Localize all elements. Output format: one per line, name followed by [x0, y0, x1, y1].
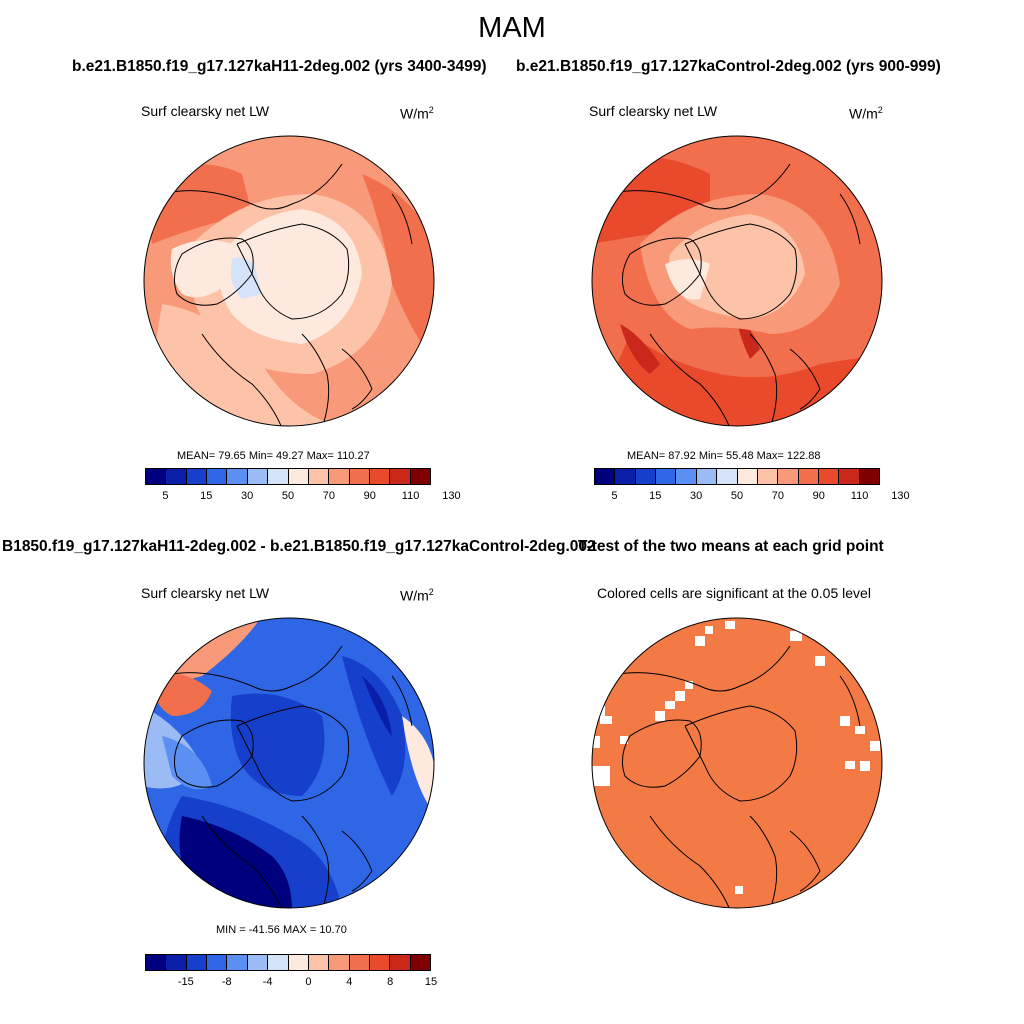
panel2-colorbar-swatch	[656, 469, 677, 484]
panel2-colorbar-tick-label: 70	[771, 490, 784, 502]
panel1-subtitle: Surf clearsky net LW	[141, 103, 270, 119]
difference-title: B1850.f19_g17.127kaH11-2deg.002 - b.e21.…	[2, 538, 596, 555]
panel2-map	[591, 135, 883, 427]
panel2-colorbar-swatch	[696, 469, 718, 484]
panel1-colorbar-tick-label: 90	[363, 490, 376, 502]
panel3-colorbar-tick-label: 4	[346, 976, 353, 988]
panel3-colorbar-swatch	[410, 955, 431, 970]
case1-title: b.e21.B1850.f19_g17.127kaH11-2deg.002 (y…	[72, 58, 487, 75]
panel3-colorbar-swatch	[166, 955, 187, 970]
panel1-map	[143, 135, 435, 427]
panel2-colorbar-swatch	[859, 469, 880, 484]
figure-title: MAM	[478, 12, 546, 44]
panel3-colorbar	[145, 954, 431, 971]
panel2-stats: MEAN= 87.92 Min= 55.48 Max= 122.88	[627, 450, 821, 462]
panel1-colorbar-swatch	[410, 469, 431, 484]
panel1-colorbar-tick-label: 130	[442, 490, 461, 502]
panel1-colorbar-swatch	[308, 469, 330, 484]
panel3-stats: MIN = -41.56 MAX = 10.70	[216, 924, 347, 936]
ttest-title: T-test of the two means at each grid poi…	[578, 538, 884, 555]
panel1-stats: MEAN= 79.65 Min= 49.27 Max= 110.27	[177, 450, 370, 462]
panel1-colorbar-tick-label: 15	[200, 490, 213, 502]
panel2-unit: W/m2	[849, 105, 883, 122]
panel2-colorbar-swatch	[818, 469, 840, 484]
panel2-colorbar-swatch	[778, 469, 799, 484]
panel3-subtitle: Surf clearsky net LW	[141, 585, 270, 601]
panel3-colorbar-swatch	[390, 955, 411, 970]
panel1-colorbar-swatch	[247, 469, 269, 484]
panel2-colorbar-swatch	[757, 469, 779, 484]
panel2-colorbar-swatch	[615, 469, 636, 484]
panel3-colorbar-tick-label: -4	[262, 976, 273, 988]
panel3-colorbar-swatch	[186, 955, 208, 970]
panel1-colorbar-tick-label: 50	[281, 490, 295, 502]
panel3-colorbar-tick-label: 15	[424, 976, 438, 988]
panel1-colorbar-swatch	[207, 469, 228, 484]
panel3-colorbar-ticks: -15 -8 -4 0 4 8 15	[145, 976, 437, 990]
panel1-unit: W/m2	[400, 105, 434, 122]
panel2-colorbar-swatch	[839, 469, 860, 484]
panel2-colorbar-tick-label: 130	[891, 490, 910, 502]
panel2-colorbar-tick-label: 90	[812, 490, 825, 502]
panel3-colorbar-swatch	[268, 955, 289, 970]
panel2-colorbar-tick-label: 30	[690, 490, 703, 502]
panel2-subtitle: Surf clearsky net LW	[589, 103, 718, 119]
panel4-map	[591, 617, 883, 909]
panel4-subtitle: Colored cells are significant at the 0.0…	[597, 585, 871, 601]
panel1-colorbar-swatch	[268, 469, 289, 484]
case2-title: b.e21.B1850.f19_g17.127kaControl-2deg.00…	[516, 58, 941, 75]
panel1-colorbar-ticks: 5 15 30 50 70 90 110 130	[145, 490, 460, 504]
panel3-colorbar-swatch	[207, 955, 228, 970]
panel2-colorbar-swatch	[595, 469, 616, 484]
panel1-colorbar-swatch	[186, 469, 208, 484]
panel1-colorbar-tick-label: 5	[162, 490, 169, 502]
panel2-colorbar	[594, 468, 880, 485]
panel3-colorbar-swatch	[146, 955, 167, 970]
panel2-colorbar-swatch	[635, 469, 657, 484]
panel1-colorbar-tick-label: 30	[241, 490, 254, 502]
panel1-colorbar-swatch	[288, 469, 309, 484]
panel2-colorbar-ticks: 5 15 30 50 70 90 110 130	[594, 490, 909, 504]
panel2-colorbar-tick-label: 50	[730, 490, 744, 502]
panel2-colorbar-tick-label: 15	[649, 490, 662, 502]
panel1-colorbar-swatch	[390, 469, 411, 484]
panel1-colorbar-swatch	[329, 469, 350, 484]
panel1-colorbar	[145, 468, 431, 485]
panel2-colorbar-swatch	[798, 469, 819, 484]
panel3-unit: W/m2	[400, 587, 434, 604]
panel2-colorbar-swatch	[717, 469, 738, 484]
panel3-colorbar-tick-label: 0	[305, 976, 312, 988]
panel2-colorbar-swatch	[676, 469, 697, 484]
panel3-colorbar-swatch	[349, 955, 370, 970]
panel3-map	[143, 617, 435, 909]
panel1-colorbar-swatch	[166, 469, 187, 484]
panel2-colorbar-tick-label: 5	[611, 490, 618, 502]
panel1-colorbar-swatch	[369, 469, 391, 484]
panel3-colorbar-swatch	[227, 955, 248, 970]
panel3-colorbar-tick-label: -8	[221, 976, 232, 988]
panel1-colorbar-tick-label: 70	[322, 490, 335, 502]
panel3-colorbar-swatch	[369, 955, 391, 970]
panel3-colorbar-swatch	[329, 955, 350, 970]
panel3-colorbar-tick-label: 8	[387, 976, 394, 988]
panel3-colorbar-swatch	[308, 955, 330, 970]
panel1-colorbar-tick-label: 110	[401, 490, 420, 502]
panel2-colorbar-tick-label: 110	[850, 490, 869, 502]
panel3-colorbar-swatch	[288, 955, 309, 970]
panel3-colorbar-swatch	[247, 955, 269, 970]
panel1-colorbar-swatch	[227, 469, 248, 484]
panel1-colorbar-swatch	[146, 469, 167, 484]
panel3-colorbar-tick-label: -15	[177, 976, 194, 988]
panel1-colorbar-swatch	[349, 469, 370, 484]
panel2-colorbar-swatch	[737, 469, 758, 484]
